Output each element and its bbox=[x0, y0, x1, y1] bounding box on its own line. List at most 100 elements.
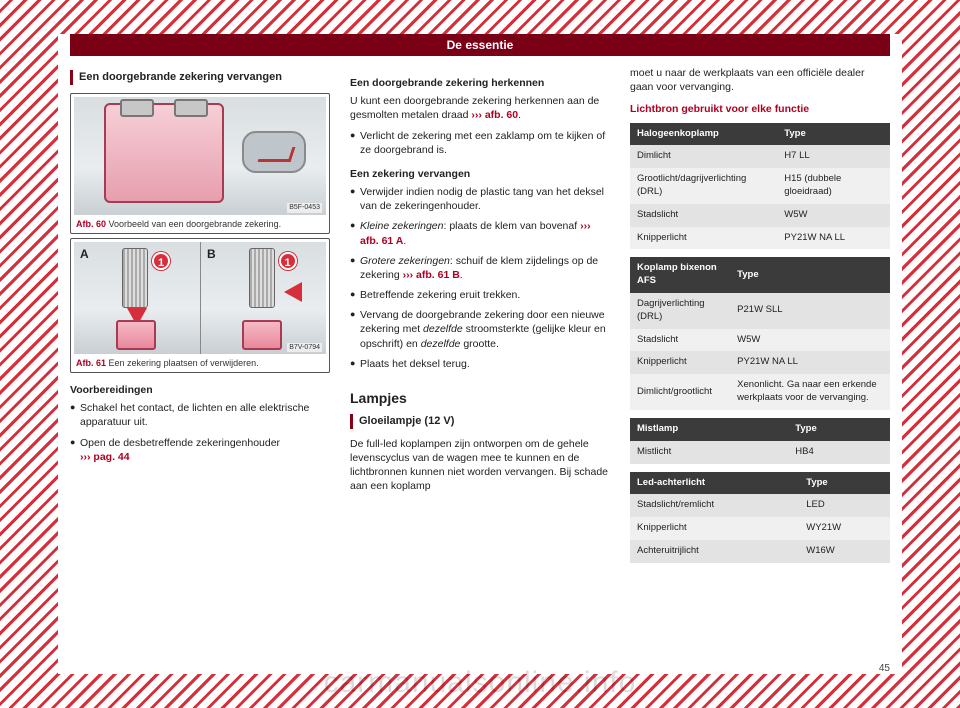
table-header: Koplamp bixenon AFS bbox=[630, 257, 730, 293]
replace-bullet-5: Vervang de doorgebrande zekering door ee… bbox=[350, 308, 610, 351]
table-row: StadslichtW5W bbox=[630, 329, 890, 352]
table-cell: Stadslicht bbox=[630, 329, 730, 352]
tables-heading: Lichtbron gebruikt voor elke functie bbox=[630, 102, 890, 116]
table-header: Type bbox=[799, 472, 890, 495]
replace-b3-end: . bbox=[460, 269, 463, 281]
table-cell: Xenonlicht. Ga naar een erkende werkplaa… bbox=[730, 374, 890, 410]
table-header: Led-achterlicht bbox=[630, 472, 799, 495]
figure-61-box: A 1 B 1 B7V-0794 bbox=[70, 238, 330, 373]
table-cell: Dimlicht bbox=[630, 145, 777, 168]
recognize-bullet-1: Verlicht de zekering met een zaklamp om … bbox=[350, 129, 610, 157]
figure-61-image: A 1 B 1 B7V-0794 bbox=[74, 242, 326, 354]
fuse-illustration bbox=[104, 103, 224, 203]
table-cell: Achteruitrijlicht bbox=[630, 540, 799, 563]
table-cell: HB4 bbox=[788, 441, 890, 464]
table-foglamp: MistlampTypeMistlichtHB4 bbox=[630, 418, 890, 464]
figure-61-panel-b: B 1 bbox=[200, 242, 326, 354]
table-cell: Grootlicht/dagrijverlichting (DRL) bbox=[630, 168, 777, 204]
figure-60-caption: Afb. 60 Voorbeeld van een doorgebrande z… bbox=[74, 215, 326, 232]
table-row: KnipperlichtWY21W bbox=[630, 517, 890, 540]
table-cell: H15 (dubbele gloeidraad) bbox=[777, 168, 890, 204]
recognize-heading: Een doorgebrande zekering herkennen bbox=[350, 76, 610, 90]
table-cell: PY21W NA LL bbox=[777, 227, 890, 250]
table-row: Grootlicht/dagrijverlichting (DRL)H15 (d… bbox=[630, 168, 890, 204]
table-cell: W5W bbox=[730, 329, 890, 352]
table-header: Type bbox=[777, 123, 890, 146]
table-cell: LED bbox=[799, 494, 890, 517]
table-header: Halogeenkoplamp bbox=[630, 123, 777, 146]
clamp-illustration-b bbox=[249, 248, 275, 308]
prep-bullet-1: Schakel het contact, de lichten en alle … bbox=[70, 401, 330, 429]
figure-60-caption-text: Voorbeeld van een doorgebrande zekering. bbox=[109, 219, 282, 229]
replace-heading: Een zekering vervangen bbox=[350, 167, 610, 181]
figure-61-code: B7V-0794 bbox=[287, 343, 322, 352]
table-cell: P21W SLL bbox=[730, 293, 890, 329]
clamp-illustration-a bbox=[122, 248, 148, 308]
table-cell: Dimlicht/grootlicht bbox=[630, 374, 730, 410]
prep-bullet-2: Open de desbetreffende zekeringenhouder … bbox=[70, 436, 330, 464]
lamps-heading: Lampjes bbox=[350, 389, 610, 408]
table-cell: Knipperlicht bbox=[630, 351, 730, 374]
bulb-paragraph: De full-led koplampen zijn ontworpen om … bbox=[350, 437, 610, 494]
columns: Een doorgebrande zekering vervangen B5F-… bbox=[70, 66, 890, 571]
table-cell: W5W bbox=[777, 204, 890, 227]
figure-61-label-a: A bbox=[80, 246, 89, 262]
replace-b2-em: Kleine zekeringen bbox=[360, 220, 443, 232]
replace-bullet-6: Plaats het deksel terug. bbox=[350, 357, 610, 371]
figure-61-tag-a: 1 bbox=[152, 252, 170, 270]
figure-60-image: B5F-0453 bbox=[74, 97, 326, 215]
table-row: Dimlicht/grootlichtXenonlicht. Ga naar e… bbox=[630, 374, 890, 410]
page: De essentie Een doorgebrande zekering ve… bbox=[58, 34, 902, 674]
replace-b5d: dezelfde bbox=[421, 338, 461, 350]
recognize-p1b: . bbox=[518, 109, 521, 121]
bulb-heading: Gloeilampje (12 V) bbox=[350, 414, 610, 429]
figure-61-caption: Afb. 61 Een zekering plaatsen of verwijd… bbox=[74, 354, 326, 371]
replace-b2-end: . bbox=[403, 235, 406, 247]
replace-bullet-3: Grotere zekeringen: schuif de klem zijde… bbox=[350, 254, 610, 282]
figure-61-panel-a: A 1 bbox=[74, 242, 200, 354]
table-cell: Knipperlicht bbox=[630, 227, 777, 250]
replace-b5e: grootte. bbox=[460, 338, 499, 350]
table-cell: Knipperlicht bbox=[630, 517, 799, 540]
large-fuse-illustration bbox=[242, 320, 282, 350]
column-3: moet u naar de werkplaats van een offici… bbox=[630, 66, 890, 571]
table-cell: PY21W NA LL bbox=[730, 351, 890, 374]
replace-b3-ref: ››› afb. 61 B bbox=[403, 269, 460, 281]
table-header: Mistlamp bbox=[630, 418, 788, 441]
table-row: Stadslicht/remlichtLED bbox=[630, 494, 890, 517]
table-cell: H7 LL bbox=[777, 145, 890, 168]
table-bixenon: Koplamp bixenon AFSTypeDagrijverlichting… bbox=[630, 257, 890, 410]
replace-b5b: dezelfde bbox=[423, 323, 463, 335]
replace-bullet-1: Verwijder indien nodig de plastic tang v… bbox=[350, 185, 610, 213]
page-number: 45 bbox=[879, 663, 890, 674]
small-fuse-illustration bbox=[116, 320, 156, 350]
table-row: KnipperlichtPY21W NA LL bbox=[630, 227, 890, 250]
col1-title: Een doorgebrande zekering vervangen bbox=[70, 70, 330, 85]
table-cell: Mistlicht bbox=[630, 441, 788, 464]
table-cell: Dagrijverlichting (DRL) bbox=[630, 293, 730, 329]
column-1: Een doorgebrande zekering vervangen B5F-… bbox=[70, 66, 330, 571]
table-halogen: HalogeenkoplampTypeDimlichtH7 LLGrootlic… bbox=[630, 123, 890, 250]
table-row: MistlichtHB4 bbox=[630, 441, 890, 464]
recognize-p1: U kunt een doorgebrande zekering herkenn… bbox=[350, 94, 610, 122]
prep-heading: Voorbereidingen bbox=[70, 383, 330, 397]
recognize-p1-ref: ››› afb. 60 bbox=[471, 109, 518, 121]
prep-bullet-2-text: Open de desbetreffende zekeringenhouder bbox=[80, 437, 280, 449]
table-cell: W16W bbox=[799, 540, 890, 563]
table-row: AchteruitrijlichtW16W bbox=[630, 540, 890, 563]
table-header: Type bbox=[788, 418, 890, 441]
table-row: KnipperlichtPY21W NA LL bbox=[630, 351, 890, 374]
figure-60-ref: Afb. 60 bbox=[76, 219, 106, 229]
table-row: Dagrijverlichting (DRL)P21W SLL bbox=[630, 293, 890, 329]
figure-61-tag-b: 1 bbox=[279, 252, 297, 270]
figure-60-code: B5F-0453 bbox=[287, 203, 322, 212]
replace-b2-t: : plaats de klem van bovenaf bbox=[443, 220, 580, 232]
replace-b3-em: Grotere zekeringen bbox=[360, 255, 450, 267]
arrow-left-icon bbox=[284, 282, 302, 302]
table-cell: Stadslicht bbox=[630, 204, 777, 227]
page-header: De essentie bbox=[70, 34, 890, 56]
figure-61-label-b: B bbox=[207, 246, 216, 262]
table-row: DimlichtH7 LL bbox=[630, 145, 890, 168]
replace-bullet-2: Kleine zekeringen: plaats de klem van bo… bbox=[350, 219, 610, 247]
table-cell: Stadslicht/remlicht bbox=[630, 494, 799, 517]
